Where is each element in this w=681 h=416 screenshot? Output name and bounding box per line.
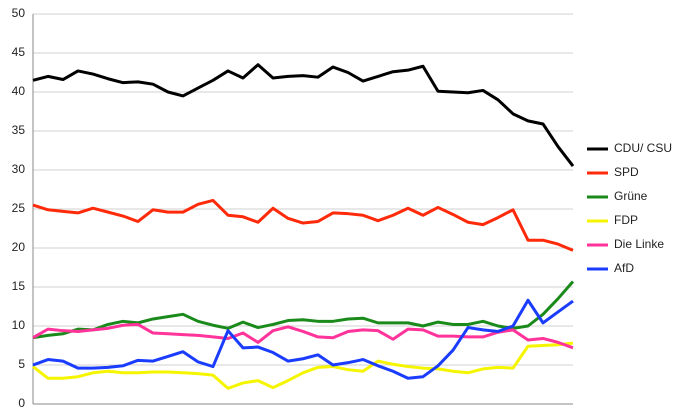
series-line <box>32 322 574 350</box>
series-line <box>32 63 575 168</box>
series-line <box>32 298 574 380</box>
y-tick-label: 35 <box>12 123 26 137</box>
y-tick-label: 15 <box>12 279 26 293</box>
y-tick-label: 45 <box>12 45 26 59</box>
series-line <box>32 198 574 252</box>
y-tick-label: 5 <box>18 357 25 371</box>
y-tick-label: 20 <box>12 240 26 254</box>
y-tick-label: 0 <box>18 396 25 410</box>
legend-label: Grüne <box>614 189 648 203</box>
y-tick-label: 50 <box>12 6 26 20</box>
legend-label: FDP <box>614 213 638 227</box>
legend-label: SPD <box>614 165 639 179</box>
legend-label: AfD <box>614 261 634 275</box>
y-tick-label: 30 <box>12 162 26 176</box>
series-line <box>32 280 575 340</box>
y-tick-label: 10 <box>12 318 26 332</box>
y-tick-label: 40 <box>12 84 26 98</box>
series-line <box>32 341 574 390</box>
y-tick-label: 25 <box>12 201 26 215</box>
legend-label: Die Linke <box>614 237 664 251</box>
legend-label: CDU/ CSU <box>614 141 672 155</box>
